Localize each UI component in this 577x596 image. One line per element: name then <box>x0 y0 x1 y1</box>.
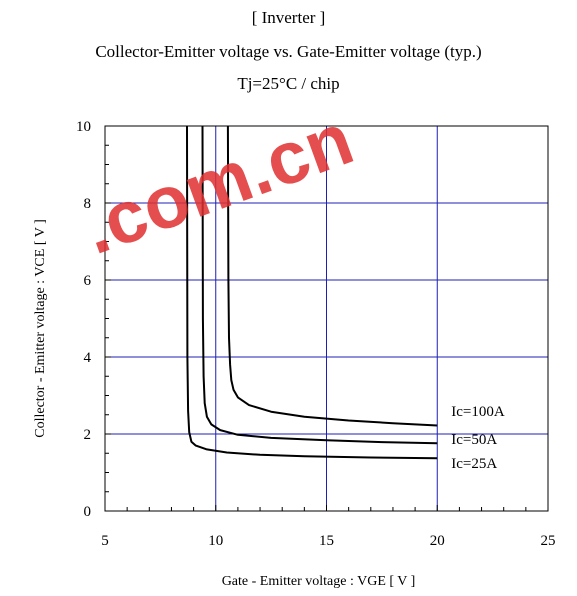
series-label-ic-100a: Ic=100A <box>451 404 505 420</box>
x-tick-label-15: 15 <box>319 533 334 549</box>
y-tick-label-6: 6 <box>84 273 92 289</box>
series-line-ic-50a <box>201 125 438 445</box>
x-tick-label-20: 20 <box>430 533 445 549</box>
watermark-text: .com.cn <box>72 96 363 270</box>
series-line-ic-25a <box>186 125 438 460</box>
series-lines <box>186 125 438 460</box>
tick-marks <box>104 125 549 512</box>
grid-lines <box>105 126 548 511</box>
x-tick-label-5: 5 <box>101 533 109 549</box>
chart-condition: Tj=25°C / chip <box>237 74 340 93</box>
chart-title: [ Inverter ] <box>251 8 326 27</box>
x-tick-label-10: 10 <box>208 533 223 549</box>
y-tick-label-8: 8 <box>84 196 92 212</box>
x-tick-label-25: 25 <box>541 533 556 549</box>
y-tick-label-4: 4 <box>84 350 92 366</box>
series-label-ic-25a: Ic=25A <box>451 456 497 472</box>
series-line-ic-100a <box>226 125 438 427</box>
x-axis-label: Gate - Emitter voltage : VGE [ V ] <box>222 574 416 589</box>
labels: 0 2 4 6 8 10 5 10 15 20 25 Gate - Emitter voltage :… <box>33 119 556 589</box>
y-tick-label-10: 10 <box>76 119 91 135</box>
y-tick-label-2: 2 <box>84 427 92 443</box>
y-tick-label-0: 0 <box>84 504 92 520</box>
y-axis-label: Collector - Emitter voltage : VCE [ V ] <box>33 219 48 438</box>
chart-subtitle: Collector-Emitter voltage vs. Gate-Emitt… <box>95 42 482 61</box>
series-label-ic-50a: Ic=50A <box>451 432 497 448</box>
